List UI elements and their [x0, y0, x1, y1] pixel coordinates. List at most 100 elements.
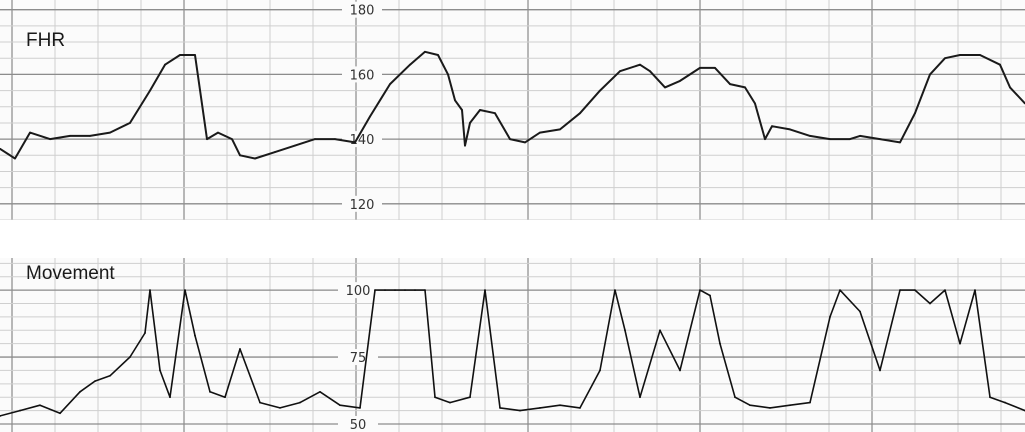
tick-label-bg: [338, 349, 378, 366]
series-point: [461, 109, 463, 111]
series-point: [624, 329, 626, 332]
series-point: [771, 125, 773, 128]
series-point: [929, 73, 931, 76]
series-point: [839, 289, 841, 292]
series-point: [729, 83, 731, 86]
fhr-title: FHR: [26, 30, 66, 51]
series-point: [929, 302, 931, 305]
tick-label-bg: [342, 131, 382, 148]
series-point: [559, 128, 561, 131]
movement-chart: 100 75 50: [0, 258, 1025, 432]
series-point: [679, 369, 681, 372]
series-point: [469, 122, 471, 124]
series-point: [599, 369, 601, 372]
series-point: [209, 390, 211, 393]
series-point: [109, 374, 111, 377]
series-point: [959, 54, 961, 56]
tick-label-bg: [342, 1, 382, 18]
y-tick-label: 100: [346, 284, 371, 299]
movement-title: Movement: [26, 263, 115, 284]
series-point: [394, 289, 396, 292]
series-point: [409, 63, 411, 66]
series-point: [789, 128, 791, 131]
series-point: [734, 396, 736, 399]
series-point: [259, 401, 261, 404]
series-point: [94, 380, 96, 383]
series-point: [239, 348, 241, 350]
series-point: [749, 404, 751, 407]
series-point: [789, 404, 791, 407]
series-point: [899, 141, 901, 144]
series-point: [294, 144, 296, 147]
series-point: [279, 407, 281, 409]
series-point: [39, 404, 41, 407]
series-point: [144, 332, 146, 334]
series-point: [69, 134, 71, 137]
series-point: [719, 342, 721, 345]
series-point: [524, 141, 526, 144]
series-line: [0, 50, 1025, 160]
series-point: [479, 109, 481, 111]
series-point: [579, 407, 581, 409]
series-point: [899, 289, 901, 292]
series-point: [639, 396, 641, 399]
series-point: [414, 289, 416, 292]
series-point: [614, 289, 616, 292]
series-point: [769, 407, 771, 409]
tick-label-bg: [342, 195, 382, 212]
series-point: [699, 289, 701, 292]
series-point: [449, 401, 451, 404]
series-point: [1004, 401, 1006, 404]
series-point: [49, 138, 51, 141]
series-point: [494, 112, 496, 115]
series-point: [709, 294, 711, 297]
series-point: [979, 54, 981, 56]
series-point: [224, 134, 226, 137]
series-point: [169, 396, 171, 399]
movement-panel: [0, 258, 1025, 432]
series-point: [164, 63, 166, 66]
series-point: [944, 289, 946, 292]
series-point: [434, 396, 436, 399]
series-point: [369, 115, 371, 118]
series-point: [699, 67, 701, 69]
series-point: [79, 390, 81, 393]
series-point: [829, 315, 831, 318]
series-point: [914, 112, 916, 115]
y-tick-label: 160: [350, 68, 375, 83]
y-tick-label: 75: [350, 351, 367, 366]
series-point: [509, 138, 511, 141]
series-points: [0, 289, 1025, 417]
series-points: [0, 50, 1025, 160]
series-point: [149, 289, 151, 292]
series-point: [224, 396, 226, 399]
fhr-panel: [0, 0, 1025, 220]
series-point: [579, 112, 581, 115]
series-point: [334, 138, 336, 141]
series-point: [129, 356, 131, 358]
series-point: [599, 89, 601, 92]
series-point: [999, 63, 1001, 66]
y-tick-label: 50: [350, 418, 367, 432]
series-point: [464, 144, 466, 147]
series-point: [339, 404, 341, 407]
series-point: [914, 289, 916, 292]
series-point: [659, 329, 661, 332]
series-point: [14, 157, 16, 160]
series-point: [299, 401, 301, 404]
series-point: [879, 138, 881, 141]
series-point: [274, 151, 276, 153]
tick-label-bg: [338, 282, 378, 299]
series-point: [559, 404, 561, 407]
series-point: [404, 289, 406, 292]
series-point: [319, 390, 321, 393]
series-point: [959, 342, 961, 345]
series-point: [239, 154, 241, 157]
series-point: [469, 396, 471, 399]
series-point: [649, 70, 651, 73]
series-point: [129, 122, 131, 124]
series-point: [809, 134, 811, 137]
series-point: [484, 289, 486, 292]
series-point: [0, 147, 1, 150]
tick-label-bg: [338, 415, 378, 432]
